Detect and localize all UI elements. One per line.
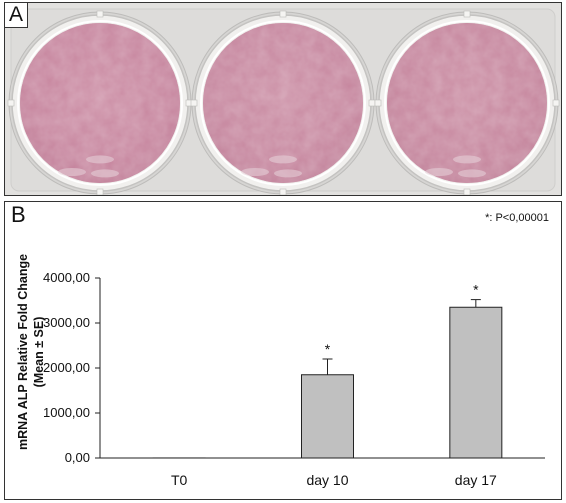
significance-star: * bbox=[325, 341, 331, 357]
x-category-label: T0 bbox=[171, 472, 188, 488]
well-1 bbox=[7, 10, 193, 195]
panel-a: A bbox=[4, 2, 562, 196]
y-axis-title: mRNA ALP Relative Fold Change bbox=[16, 254, 30, 450]
y-tick-label: 4000,00 bbox=[43, 270, 90, 285]
panel-a-label: A bbox=[5, 3, 29, 28]
bar-day-10 bbox=[301, 374, 354, 459]
y-axis-subtitle: (Mean ± SE) bbox=[32, 317, 46, 388]
panel-b-label: B bbox=[11, 202, 26, 227]
well-2 bbox=[190, 10, 376, 195]
significance-note: *: P<0,00001 bbox=[485, 212, 549, 224]
x-category-label: day 17 bbox=[455, 472, 497, 488]
y-tick-label: 2000,00 bbox=[43, 360, 90, 375]
x-category-label: day 10 bbox=[306, 472, 348, 488]
well-plate-photo bbox=[5, 3, 561, 195]
y-tick-label: 1000,00 bbox=[43, 405, 90, 420]
y-tick-label: 3000,00 bbox=[43, 315, 90, 330]
well-3 bbox=[374, 10, 560, 195]
panel-b: B *: P<0,00001 * * 0,00 1000,00 2000,00 3000… bbox=[4, 201, 562, 500]
significance-star: * bbox=[473, 282, 479, 298]
bar-chart: * * 0,00 1000,00 2000,00 3000,00 4000,00 T0 da… bbox=[16, 254, 545, 488]
y-tick-label: 0,00 bbox=[65, 450, 90, 465]
bar-day-17 bbox=[449, 306, 503, 459]
